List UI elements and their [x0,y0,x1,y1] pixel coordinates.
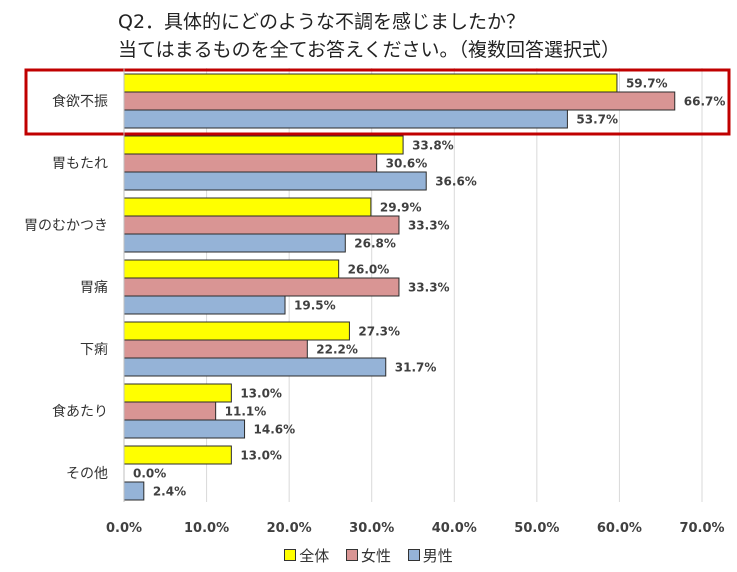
bar-female-2 [123,215,400,235]
legend-swatch-female [345,548,358,561]
data-label-male-0: 53.7% [576,113,618,127]
bar-all-3 [123,259,340,279]
x-tick-label-0: 0.0% [106,521,142,536]
category-label-0: 食欲不振 [52,93,108,110]
x-tick-label-6: 60.0% [597,521,642,536]
chart-title-line1: Q2．具体的にどのような不調を感じましたか？ [118,11,526,33]
data-label-male-5: 14.6% [254,423,296,437]
x-tick-label-1: 10.0% [184,521,229,536]
x-tick-label-2: 20.0% [267,521,312,536]
bar-all-4 [123,321,350,341]
data-label-male-6: 2.4% [153,485,186,499]
legend-swatch-male [407,548,420,561]
data-label-female-5: 11.1% [225,405,267,419]
bar-female-4 [123,339,308,359]
bar-male-1 [123,171,427,191]
category-label-3: 胃痛 [80,279,108,296]
x-tick-label-3: 30.0% [349,521,394,536]
bar-female-5 [123,401,217,421]
bar-male-6 [123,481,145,501]
bar-all-2 [123,197,372,217]
bar-all-5 [123,383,232,403]
legend-label-female: 女性 [360,547,391,565]
data-label-female-4: 22.2% [316,343,358,357]
data-label-female-1: 30.6% [386,157,428,171]
data-label-all-3: 26.0% [348,263,390,277]
x-tick-label-4: 40.0% [432,521,477,536]
bar-male-5 [123,419,246,439]
category-label-2: 胃のむかつき [24,218,108,234]
data-label-male-4: 31.7% [395,361,437,375]
data-label-all-6: 13.0% [240,449,282,463]
legend-label-male: 男性 [422,547,453,565]
legend: 全体 女性 男性 [0,545,737,566]
data-label-female-3: 33.3% [408,281,450,295]
category-label-4: 下痢 [80,342,108,358]
bar-all-6 [123,445,232,465]
data-label-all-0: 59.7% [626,77,668,91]
bar-male-2 [123,233,346,253]
category-label-5: 食あたり [52,403,108,420]
legend-swatch-all [284,548,297,561]
legend-item-female: 女性 [345,545,391,566]
data-label-female-2: 33.3% [408,219,450,233]
data-label-female-0: 66.7% [684,95,726,109]
bar-male-0 [123,109,568,129]
bar-female-0 [123,91,676,111]
data-label-all-5: 13.0% [240,387,282,401]
category-label-6: その他 [66,466,108,482]
bar-female-1 [123,153,378,173]
data-label-male-1: 36.6% [435,175,477,189]
legend-label-all: 全体 [299,547,330,565]
x-tick-label-7: 70.0% [679,521,724,536]
data-label-all-4: 27.3% [358,325,400,339]
data-label-male-2: 26.8% [354,237,396,251]
legend-item-all: 全体 [284,545,329,566]
legend-item-male: 男性 [407,545,453,566]
data-label-all-2: 29.9% [380,201,422,215]
bar-male-4 [123,357,387,377]
highlight-box [24,68,731,136]
data-label-all-1: 33.8% [412,139,454,153]
bar-male-3 [123,295,286,315]
data-label-female-6: 0.0% [133,467,166,481]
bar-all-1 [123,135,404,155]
chart-title-line2: 当てはまるものを全てお答えください。（複数回答選択式） [118,39,620,61]
x-tick-label-5: 50.0% [514,521,559,536]
category-label-1: 胃もたれ [52,156,108,172]
data-label-male-3: 19.5% [294,299,336,313]
bar-female-3 [123,277,400,297]
bar-all-0 [123,73,618,93]
